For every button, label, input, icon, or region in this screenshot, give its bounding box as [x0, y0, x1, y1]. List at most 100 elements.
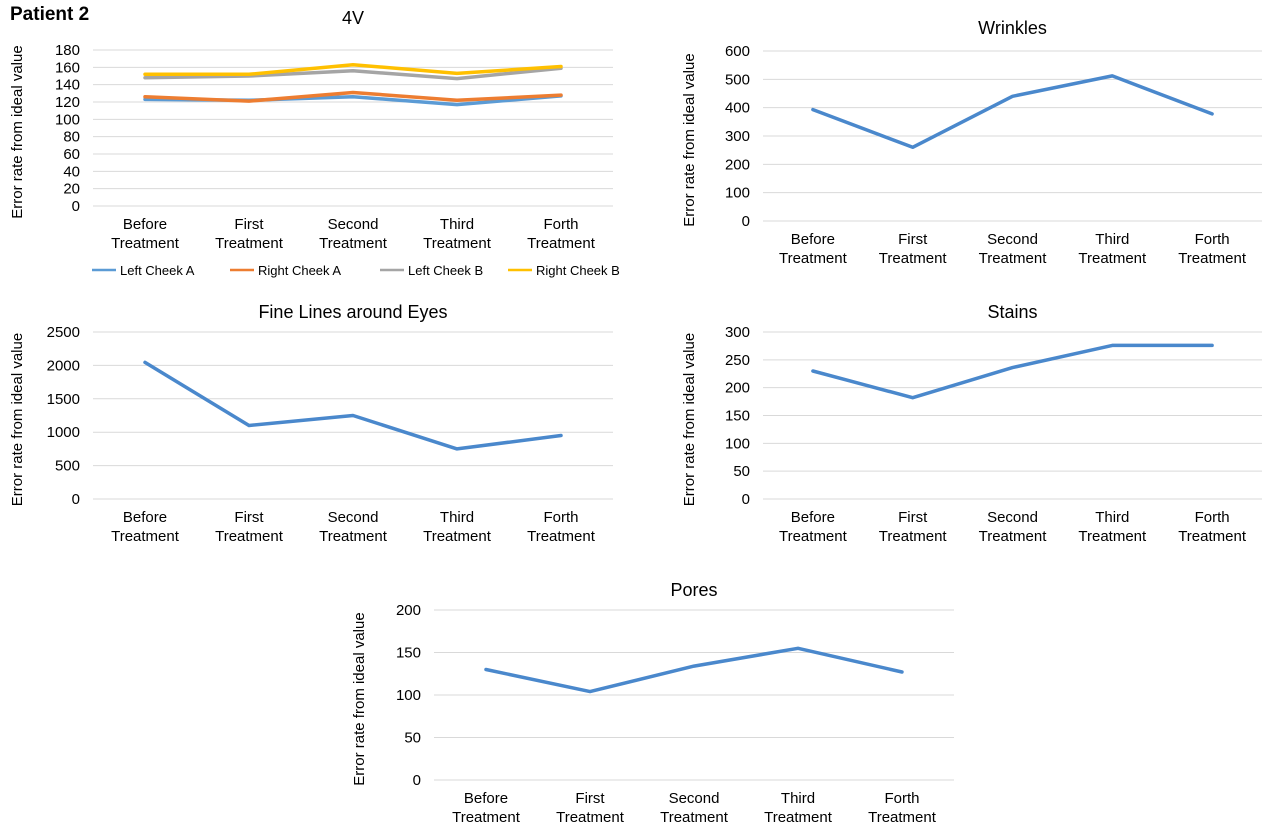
y-tick-label: 120	[55, 94, 80, 111]
y-tick-label: 40	[63, 163, 80, 180]
x-tick-label: Treatment	[1078, 250, 1147, 267]
chart-4v: 4V Error rate from ideal value 0 20 40 60 80 10…	[0, 0, 640, 282]
y-tick-label: 150	[725, 408, 750, 425]
y-tick-label: 100	[396, 687, 421, 704]
y-tick-label: 500	[725, 71, 750, 88]
chart-title: Wrinkles	[978, 18, 1047, 38]
y-tick-label: 1000	[47, 424, 80, 441]
x-tick-label: Treatment	[764, 809, 833, 826]
legend-entry: Right Cheek B	[536, 263, 620, 278]
x-tick-label: Forth	[543, 509, 578, 526]
y-tick-label: 0	[72, 491, 80, 508]
x-tick-label: Treatment	[979, 528, 1048, 545]
legend-entry: Left Cheek B	[408, 263, 483, 278]
x-tick-label: Treatment	[423, 528, 492, 545]
x-tick-label: Before	[123, 509, 167, 526]
x-tick-label: Treatment	[979, 250, 1048, 267]
x-tick-label: Treatment	[779, 250, 848, 267]
chart-4v-svg: 4V Error rate from ideal value 02040608010…	[9, 8, 620, 278]
x-tick-label: Before	[464, 790, 508, 807]
x-tick-label: Second	[669, 790, 720, 807]
x-tick-label: Treatment	[1178, 250, 1247, 267]
x-tick-label: Treatment	[111, 528, 180, 545]
x-tick-label: Treatment	[319, 235, 388, 252]
legend-entry: Left Cheek A	[120, 263, 195, 278]
y-tick-label: 100	[725, 185, 750, 202]
chart-stains: Stains Error rate from ideal value 0 50 100 1…	[650, 290, 1285, 558]
y-tick-label: 200	[725, 380, 750, 397]
x-tick-label: Treatment	[556, 809, 625, 826]
x-tick-label: First	[234, 216, 264, 233]
chart-stains-svg: Stains Error rate from ideal value 0 50 100 1…	[681, 302, 1262, 545]
x-tick-label: Treatment	[868, 809, 937, 826]
y-tick-label: 200	[725, 156, 750, 173]
y-tick-label: 160	[55, 59, 80, 76]
x-tick-label: Treatment	[527, 528, 596, 545]
y-tick-label: 400	[725, 100, 750, 117]
y-tick-label: 1500	[47, 391, 80, 408]
x-tick-label: First	[898, 231, 928, 248]
y-axis-label: Error rate from ideal value	[681, 333, 698, 506]
chart-title: Pores	[670, 580, 717, 600]
y-tick-label: 300	[725, 128, 750, 145]
legend-entry: Right Cheek A	[258, 263, 341, 278]
chart-title: Stains	[987, 302, 1037, 322]
y-tick-label: 250	[725, 352, 750, 369]
x-tick-label: Forth	[543, 216, 578, 233]
y-axis-label: Error rate from ideal value	[9, 45, 26, 218]
x-tick-label: Treatment	[779, 528, 848, 545]
chart-title: Fine Lines around Eyes	[258, 302, 447, 322]
y-axis-label: Error rate from ideal value	[681, 53, 698, 226]
x-tick-label: Treatment	[527, 235, 596, 252]
chart-pores: Pores Error rate from ideal value 0 50 100 15…	[340, 566, 980, 838]
series-line-1	[484, 646, 904, 694]
x-tick-label: Third	[781, 790, 815, 807]
y-tick-label: 20	[63, 181, 80, 198]
y-tick-label: 50	[733, 463, 750, 480]
y-tick-label: 100	[725, 435, 750, 452]
x-tick-label: Second	[328, 216, 379, 233]
chart-wrinkles-svg: Wrinkles Error rate from ideal value 0 100 2…	[681, 18, 1262, 267]
x-tick-label: Treatment	[879, 528, 948, 545]
y-tick-label: 2500	[47, 324, 80, 341]
x-tick-label: Forth	[1195, 509, 1230, 526]
y-tick-label: 0	[413, 772, 421, 789]
y-axis-label: Error rate from ideal value	[9, 333, 26, 506]
chart-wrinkles: Wrinkles Error rate from ideal value 0 100 2…	[650, 0, 1285, 282]
x-tick-label: Second	[987, 231, 1038, 248]
y-tick-label: 600	[725, 43, 750, 60]
y-tick-label: 500	[55, 458, 80, 475]
y-tick-label: 140	[55, 77, 80, 94]
y-axis-label: Error rate from ideal value	[351, 612, 368, 785]
x-tick-label: Before	[791, 231, 835, 248]
x-tick-label: Third	[440, 216, 474, 233]
x-tick-label: Treatment	[423, 235, 492, 252]
page-title: Patient 2	[10, 4, 90, 25]
y-tick-label: 180	[55, 42, 80, 59]
x-tick-label: Treatment	[1178, 528, 1247, 545]
series-line-1	[811, 74, 1214, 150]
x-tick-label: Before	[791, 509, 835, 526]
x-tick-label: Second	[328, 509, 379, 526]
x-tick-label: Treatment	[660, 809, 729, 826]
x-tick-label: Forth	[1195, 231, 1230, 248]
y-tick-label: 100	[55, 111, 80, 128]
y-tick-label: 0	[742, 213, 750, 230]
x-tick-label: Second	[987, 509, 1038, 526]
x-tick-label: First	[234, 509, 264, 526]
x-tick-label: Third	[440, 509, 474, 526]
x-tick-label: Third	[1095, 231, 1129, 248]
x-tick-label: Forth	[884, 790, 919, 807]
x-tick-label: Treatment	[215, 235, 284, 252]
x-tick-label: Before	[123, 216, 167, 233]
y-tick-label: 2000	[47, 357, 80, 374]
chart-pores-svg: Pores Error rate from ideal value 0 50 100 15…	[351, 580, 954, 826]
y-tick-label: 0	[742, 491, 750, 508]
series-line-1	[143, 360, 563, 451]
x-tick-label: Treatment	[215, 528, 284, 545]
chart-title: 4V	[342, 8, 364, 28]
chart-fine-lines: Fine Lines around Eyes Error rate from id…	[0, 290, 640, 558]
y-tick-label: 0	[72, 198, 80, 215]
y-tick-label: 200	[396, 602, 421, 619]
x-tick-label: Treatment	[319, 528, 388, 545]
